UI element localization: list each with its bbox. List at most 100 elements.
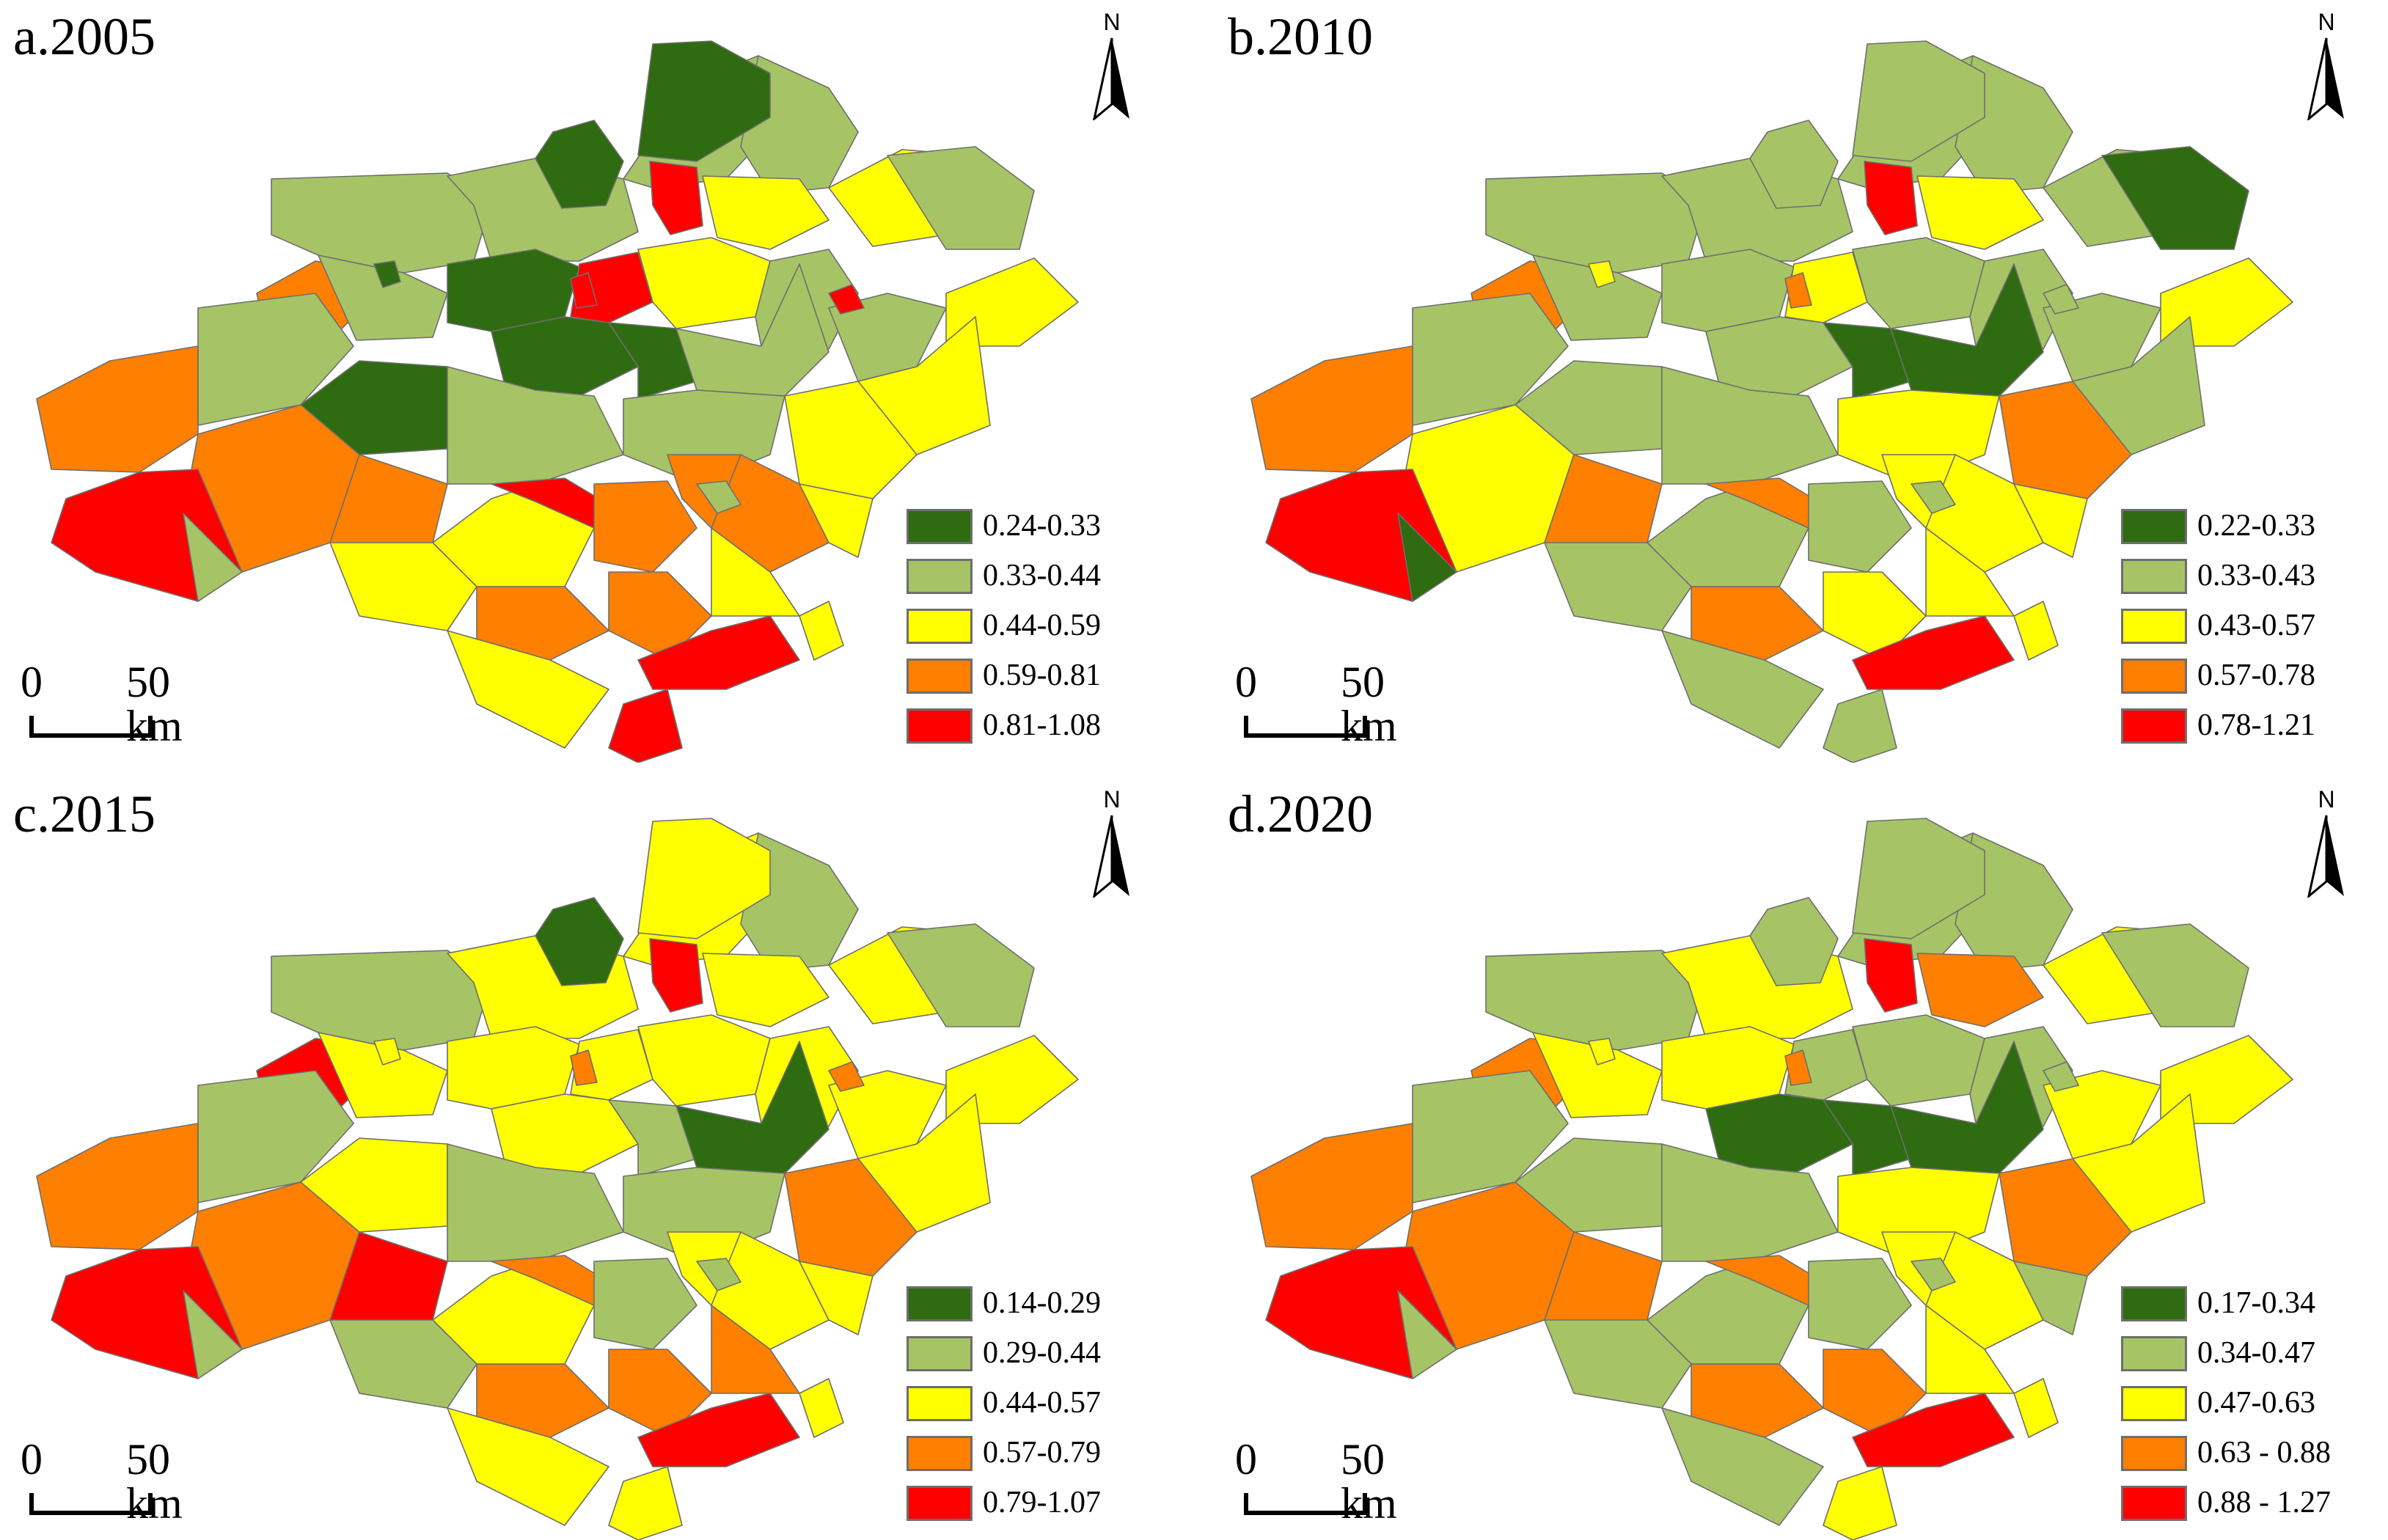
north-arrow-icon [1093, 37, 1129, 120]
district-region [1544, 542, 1692, 631]
legend: 0.24-0.33 0.33-0.44 0.44-0.59 0.59-0.81 … [907, 505, 1156, 754]
district-region [1916, 953, 2044, 1027]
district-region [828, 1061, 865, 1092]
scale-tick [148, 716, 153, 736]
scale-start-label: 0 [21, 1435, 43, 1484]
scale-start-label: 0 [21, 658, 43, 706]
district-region [945, 257, 1079, 347]
legend-item: 0.24-0.33 [907, 505, 1156, 554]
legend-label: 0.44-0.57 [983, 1386, 1101, 1420]
north-arrow: N [2297, 10, 2356, 120]
scale-tick [1363, 716, 1367, 736]
district-region [1852, 237, 1985, 329]
north-arrow-icon [2307, 815, 2344, 898]
district-region [36, 345, 199, 473]
scale-line [29, 733, 153, 738]
legend-swatch [907, 609, 973, 644]
legend-swatch [907, 1336, 973, 1371]
legend-item: 0.44-0.57 [907, 1382, 1156, 1431]
district-region [799, 1261, 873, 1335]
district-region [476, 586, 609, 661]
district-region [1250, 1123, 1413, 1250]
north-arrow-icon [2307, 37, 2344, 120]
district-region [1749, 897, 1839, 986]
scale-tick [29, 1493, 34, 1514]
legend-item: 0.22-0.33 [2121, 505, 2370, 554]
legend: 0.14-0.29 0.29-0.44 0.44-0.57 0.57-0.79 … [907, 1282, 1156, 1531]
map-panel-2010: b.2010 N 0 50 km 0.22-0.33 0.33-0.43 0.4… [1215, 0, 2388, 763]
panel-title: a.2005 [13, 7, 155, 66]
district-region [637, 40, 771, 162]
legend-swatch [2121, 708, 2187, 744]
scale-bar: 0 50 km [1231, 1437, 1451, 1525]
legend-item: 0.63 - 0.88 [2121, 1431, 2370, 1481]
district-region [1852, 1393, 2015, 1467]
district-region [1823, 1349, 1927, 1438]
district-region [637, 237, 771, 329]
scale-end-label: 50 km [1341, 658, 1397, 750]
legend-swatch [2121, 1386, 2187, 1421]
north-label: N [1103, 786, 1121, 813]
district-region [1852, 40, 1985, 162]
panel-title: b.2010 [1228, 7, 1373, 66]
district-region [784, 1158, 918, 1277]
scale-bar: 0 50 km [16, 660, 236, 748]
district-region [1691, 1363, 1824, 1438]
district-region [2013, 483, 2088, 558]
legend-item: 0.33-0.44 [907, 554, 1156, 604]
scale-start-label: 0 [1235, 658, 1257, 706]
legend: 0.17-0.34 0.34-0.47 0.47-0.63 0.63 - 0.8… [2121, 1282, 2370, 1531]
district-region [535, 120, 624, 209]
legend-swatch [2121, 559, 2187, 594]
district-region [1823, 1466, 1897, 1540]
legend-label: 0.14-0.29 [983, 1286, 1101, 1320]
scale-bar: 0 50 km [1231, 660, 1451, 748]
north-label: N [1103, 9, 1121, 35]
map-panel-2015: c.2015 N 0 50 km 0.14-0.29 0.29-0.44 0.4… [0, 777, 1173, 1540]
scale-line [1244, 733, 1367, 738]
district-region [2013, 601, 2059, 661]
legend-label: 0.33-0.44 [983, 559, 1101, 593]
scale-tick [1244, 1493, 1248, 1514]
district-region [637, 1014, 771, 1107]
legend-item: 0.33-0.43 [2121, 554, 2370, 604]
legend-label: 0.17-0.34 [2197, 1286, 2315, 1320]
legend-swatch [2121, 1436, 2187, 1471]
district-region [784, 381, 918, 499]
north-label: N [2318, 9, 2335, 35]
district-region [1784, 272, 1812, 309]
district-region [2160, 257, 2293, 347]
legend-item: 0.34-0.47 [2121, 1332, 2370, 1382]
district-region [329, 542, 477, 631]
choropleth-map [1250, 818, 2293, 1540]
legend-swatch [907, 509, 973, 544]
district-region [1864, 938, 1918, 1013]
legend-swatch [907, 1386, 973, 1421]
district-region [799, 601, 844, 661]
district-region [2160, 1035, 2293, 1124]
scale-line [1244, 1511, 1367, 1515]
district-region [2043, 1061, 2079, 1092]
district-region [1911, 1258, 1956, 1291]
district-region [608, 1099, 697, 1177]
district-region [649, 161, 703, 235]
legend-label: 0.59-0.81 [983, 659, 1101, 692]
north-label: N [2318, 786, 2335, 813]
legend-item: 0.88 - 1.27 [2121, 1481, 2370, 1531]
district-region [1784, 1049, 1812, 1086]
district-region [1911, 480, 1956, 514]
scale-tick [148, 1493, 153, 1514]
legend-item: 0.78-1.21 [2121, 704, 2370, 754]
panel-title: d.2020 [1228, 785, 1373, 843]
district-region [329, 1319, 477, 1409]
legend-swatch [907, 659, 973, 694]
district-region [1661, 630, 1824, 749]
district-region [476, 1363, 609, 1438]
district-region [711, 527, 800, 617]
legend-swatch [2121, 1336, 2187, 1371]
district-region [637, 615, 800, 690]
district-region [570, 1049, 598, 1086]
district-region [696, 1258, 741, 1291]
district-region [1749, 120, 1839, 209]
